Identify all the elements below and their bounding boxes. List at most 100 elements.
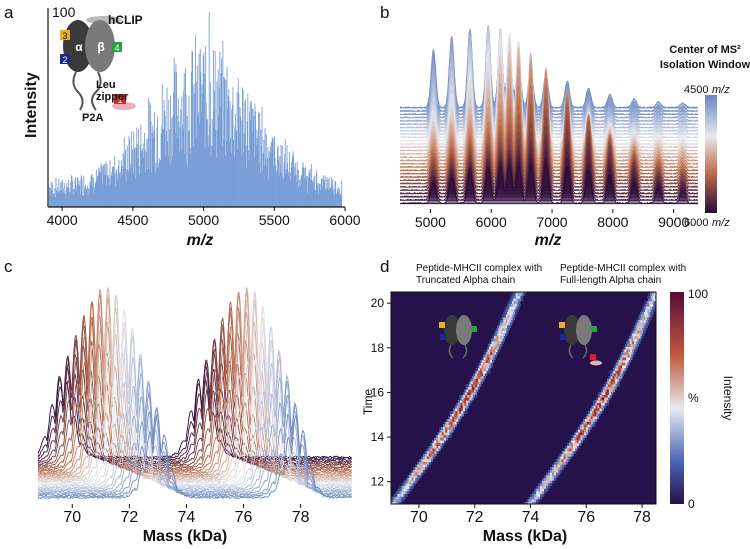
- heatmap-cell: [519, 298, 522, 302]
- heatmap-cell: [514, 309, 517, 312]
- heatmap-cell: [463, 394, 466, 398]
- heatmap-cell: [608, 376, 611, 379]
- heatmap-cell: [411, 483, 414, 487]
- heatmap-cell: [480, 378, 483, 382]
- heatmap-cell: [506, 303, 510, 307]
- heatmap-cell: [441, 429, 444, 433]
- heatmap-cell: [544, 485, 547, 489]
- heatmap-cell: [615, 384, 619, 387]
- heatmap-cell: [455, 413, 459, 417]
- heatmap-cell: [609, 373, 613, 377]
- heatmap-cell: [459, 408, 462, 412]
- heatmap-cell: [643, 317, 646, 320]
- heatmap-cell: [436, 440, 439, 444]
- panel-a-x-tick-label: 4000: [47, 212, 78, 228]
- heatmap-cell: [476, 368, 479, 371]
- heatmap-cell: [599, 392, 602, 395]
- heatmap-cell: [424, 451, 428, 454]
- heatmap-cell: [405, 491, 408, 495]
- panel-d-title-left-2: Truncated Alpha chain: [416, 275, 515, 286]
- heatmap-cell: [570, 443, 574, 446]
- heatmap-cell: [391, 505, 393, 508]
- heatmap-cell: [506, 317, 510, 320]
- heatmap-cell: [434, 453, 438, 457]
- heatmap-cell: [516, 288, 518, 291]
- heatmap-cell: [415, 464, 418, 468]
- heatmap-cell: [620, 357, 623, 361]
- heatmap-cell: [561, 459, 565, 462]
- heatmap-cell: [616, 365, 619, 369]
- heatmap-cell: [496, 343, 499, 347]
- heatmap-cell: [426, 456, 430, 460]
- heatmap-cell: [474, 389, 477, 393]
- panel-a-xlabel: m/z: [187, 232, 214, 249]
- heatmap-cell: [581, 424, 584, 428]
- heatmap-cell: [628, 349, 631, 353]
- heatmap-cell: [567, 459, 570, 462]
- heatmap-cell: [594, 418, 598, 422]
- heatmap-cell: [475, 376, 479, 379]
- panel-b-x-tick-label: 6000: [476, 214, 507, 230]
- heatmap-cell: [622, 349, 625, 353]
- heatmap-cell: [438, 440, 441, 444]
- heatmap-cell: [644, 301, 648, 304]
- heatmap-cell: [524, 501, 527, 504]
- panel-b-colorbar-bottom: 6000: [684, 217, 708, 229]
- heatmap-cell: [426, 448, 430, 452]
- heatmap-cell: [473, 386, 477, 390]
- heatmap-cell: [651, 295, 654, 299]
- heatmap-cell: [449, 432, 452, 436]
- heatmap-cell: [630, 351, 634, 355]
- heatmap-cell: [625, 354, 628, 358]
- heatmap-cell: [439, 429, 442, 433]
- heatmap-cell: [421, 464, 424, 468]
- heatmap-cell: [415, 475, 418, 478]
- heatmap-cell: [437, 434, 441, 438]
- heatmap-cell: [538, 488, 541, 492]
- heatmap-cell: [490, 351, 493, 355]
- heatmap-cell: [477, 386, 480, 390]
- heatmap-cell: [634, 343, 638, 347]
- heatmap-cell: [602, 400, 605, 403]
- heatmap-cell: [459, 413, 462, 417]
- heatmap-cell: [389, 510, 391, 513]
- heatmap-cell: [576, 429, 579, 433]
- heatmap-cell: [559, 456, 563, 460]
- heatmap-cell: [495, 327, 499, 331]
- panel-d-x-tick-label: 72: [466, 509, 484, 526]
- heatmap-cell: [644, 306, 647, 310]
- heatmap-cell: [501, 319, 504, 323]
- heatmap-cell: [594, 416, 597, 420]
- heatmap-cell: [646, 322, 650, 326]
- panel-d-plot-area: [391, 292, 656, 504]
- heatmap-cell: [484, 370, 487, 374]
- heatmap-cell: [548, 469, 551, 473]
- heatmap-cell: [628, 360, 632, 363]
- heatmap-cell: [608, 386, 611, 390]
- heatmap-cell: [419, 461, 422, 465]
- heatmap-cell: [622, 351, 626, 355]
- heatmap-cell: [413, 480, 416, 484]
- heatmap-cell: [461, 410, 464, 414]
- heatmap-cell: [628, 351, 632, 355]
- heatmap-cell: [630, 341, 633, 345]
- heatmap-cell: [387, 510, 389, 513]
- heatmap-cell: [581, 429, 585, 433]
- heatmap-cell: [476, 389, 479, 393]
- heatmap-cell: [434, 451, 437, 454]
- heatmap-cell: [648, 306, 651, 310]
- heatmap-cell: [609, 384, 613, 387]
- heatmap-cell: [572, 440, 576, 444]
- heatmap-cell: [597, 408, 601, 412]
- heatmap-cell: [468, 392, 472, 395]
- heatmap-cell: [530, 496, 533, 500]
- heatmap-cell: [421, 461, 424, 465]
- heatmap-cell: [520, 298, 524, 302]
- heatmap-cell: [518, 303, 521, 307]
- panel-b-colorbar-top: 4500: [684, 84, 708, 96]
- panel-c-x-tick-label: 78: [292, 509, 310, 526]
- heatmap-cell: [634, 341, 637, 345]
- heatmap-cell: [435, 434, 439, 438]
- heatmap-cell: [501, 327, 505, 331]
- heatmap-cell: [481, 368, 485, 371]
